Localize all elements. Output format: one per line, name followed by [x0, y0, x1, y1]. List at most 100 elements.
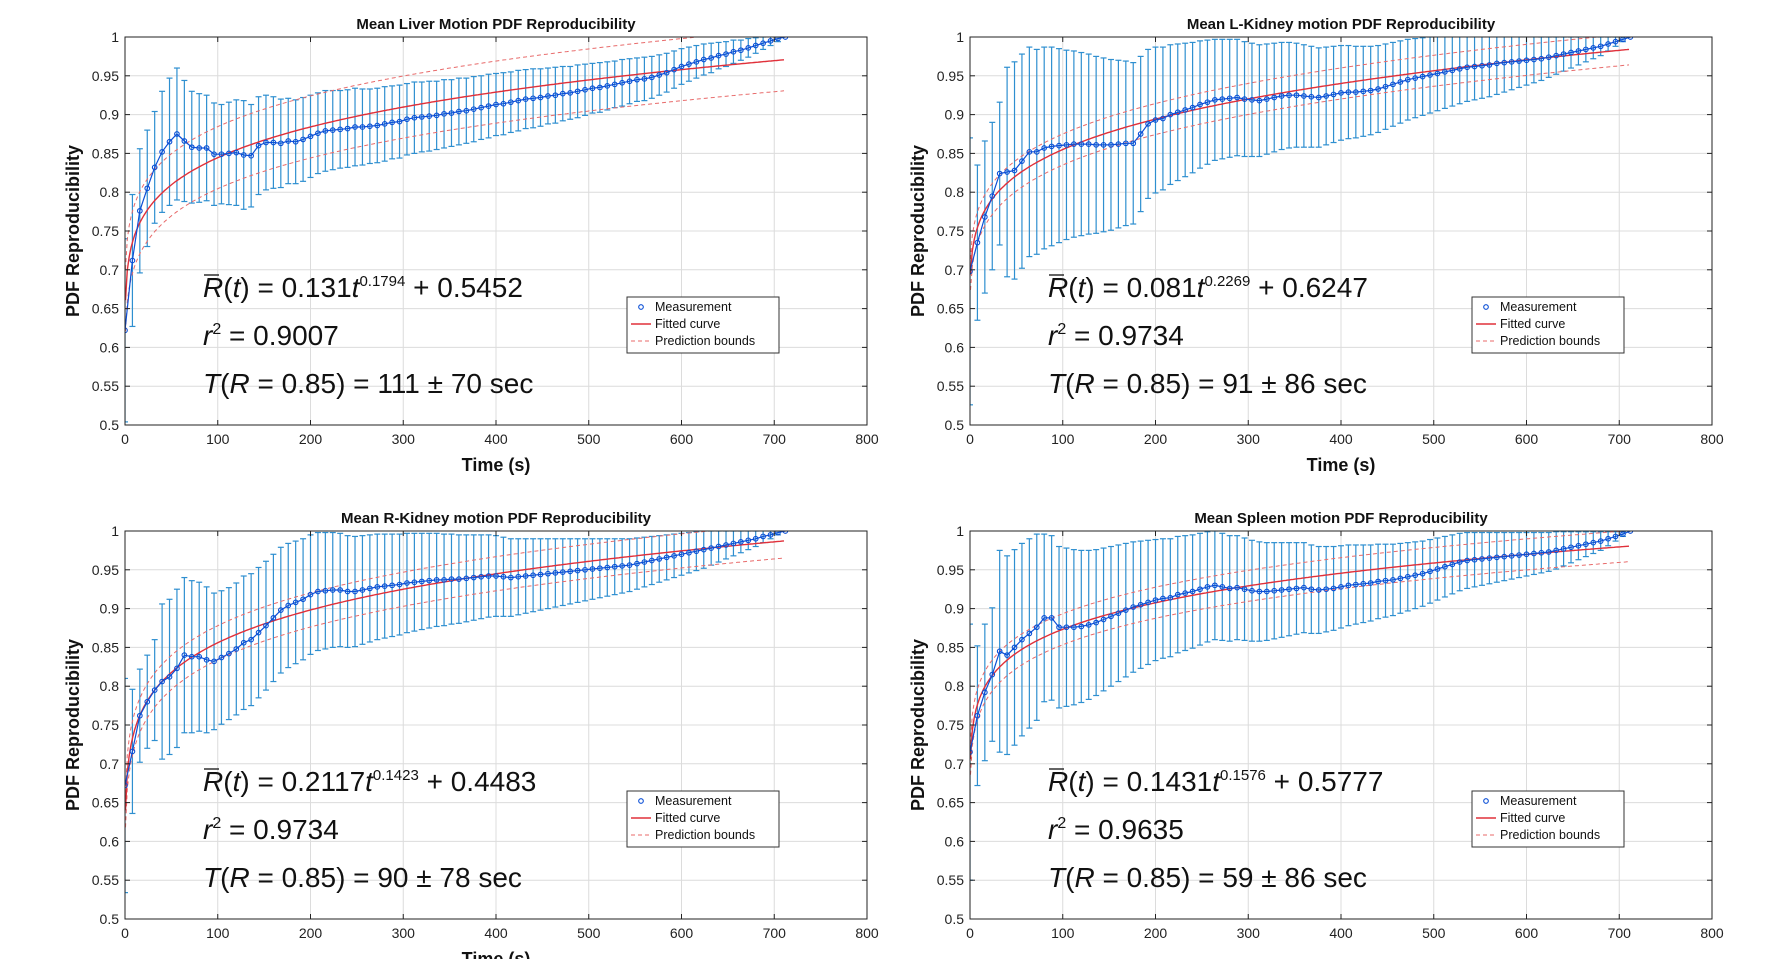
measurement-point: [151, 164, 158, 171]
measurement-point: [329, 587, 336, 593]
x-tick-label: 100: [1051, 431, 1075, 447]
legend-entry: Measurement: [655, 300, 732, 314]
measurement-point: [1167, 111, 1174, 118]
eq-t: t: [365, 766, 374, 797]
measurement-point: [1597, 538, 1604, 544]
eq-T: T: [203, 368, 222, 399]
measurement-point: [337, 126, 344, 133]
eq-t: t: [352, 272, 361, 303]
measurement-point: [1219, 96, 1226, 102]
eq-r-symbol: R: [203, 272, 223, 303]
measurement-point: [1315, 94, 1322, 101]
y-tick-label: 0.65: [937, 301, 964, 317]
measurement-point: [285, 138, 292, 144]
time-to-threshold: T(R = 0.85) = 111 ± 70 sec: [203, 368, 533, 399]
measurement-point: [1501, 59, 1508, 66]
measurement-point: [752, 42, 759, 49]
measurement-point: [456, 576, 462, 582]
measurement-point: [1033, 624, 1040, 631]
measurement-point: [708, 55, 715, 61]
measurement-line: [125, 37, 786, 331]
measurement-point: [352, 124, 358, 130]
measurement-point: [1352, 581, 1359, 588]
y-tick-label: 0.6: [100, 339, 120, 355]
time-to-threshold: T(R = 0.85) = 91 ± 86 sec: [1048, 368, 1367, 399]
measurement-point: [1545, 54, 1552, 61]
eq-plus: +: [419, 766, 451, 797]
chart-panel: 0 100 200 300 400 500 600 700 800 0.5 0.55 0.6 0.65 0…: [63, 510, 879, 959]
measurement-point: [174, 131, 180, 137]
measurement-point: [1174, 109, 1181, 116]
measurement-point: [663, 69, 670, 76]
measurement-point: [686, 61, 692, 68]
prediction-bound-lower: [125, 90, 785, 332]
eq-constant: 0.4483: [451, 766, 537, 797]
measurement-point: [1501, 553, 1508, 560]
measurement-point: [240, 152, 247, 158]
measurement-point: [166, 674, 173, 680]
measurement-point: [263, 622, 269, 629]
measurement-point: [285, 602, 292, 609]
y-tick-label: 0.9: [100, 601, 120, 617]
eq-constant: 0.5777: [1298, 766, 1384, 797]
measurement-point: [1330, 91, 1337, 98]
eq-threshold: = 0.85) =: [1095, 368, 1223, 399]
measurement-point: [1412, 75, 1419, 81]
measurement-point: [981, 689, 988, 696]
measurement-point: [1590, 45, 1597, 51]
measurement-point: [1115, 141, 1122, 147]
legend-entry: Prediction bounds: [655, 828, 755, 842]
measurement-point: [307, 591, 314, 598]
measurement-point: [752, 535, 759, 542]
measurement-point: [1197, 101, 1203, 108]
measurement-point: [1085, 141, 1092, 147]
measurement-point: [1338, 584, 1344, 590]
measurement-point: [1434, 70, 1441, 77]
measurement-point: [1583, 46, 1589, 53]
measurement-point: [1056, 624, 1062, 631]
measurement-point: [166, 138, 173, 145]
measurement-point: [641, 559, 648, 565]
x-tick-label: 600: [670, 431, 694, 447]
measurement-point: [433, 112, 440, 119]
y-tick-label: 0.5: [100, 911, 120, 927]
measurement-point: [463, 107, 470, 114]
measurement-point: [723, 51, 729, 57]
time-uncertainty: 78: [439, 862, 470, 893]
measurement-point: [159, 678, 165, 685]
x-tick-label: 200: [1144, 925, 1168, 941]
measurement-point: [1612, 533, 1619, 540]
measurement-point: [1212, 582, 1218, 589]
prediction-bound-upper: [125, 531, 714, 794]
measurement-point: [1100, 616, 1107, 623]
plot-content: [970, 531, 1634, 881]
time-uncertainty: 86: [1284, 862, 1315, 893]
measurement-point: [1449, 561, 1456, 568]
measurement-point: [493, 101, 499, 108]
legend-entry: Fitted curve: [655, 811, 720, 825]
measurement-point: [663, 554, 670, 561]
measurement-point: [700, 546, 707, 553]
measurement-point: [1063, 142, 1070, 148]
measurement-point: [1071, 624, 1077, 631]
eq-paren: (: [1068, 766, 1078, 797]
eq-unit: sec: [471, 862, 522, 893]
y-tick-label: 0.65: [92, 301, 119, 317]
eq-threshold: = 0.85) =: [250, 368, 378, 399]
measurement-point: [463, 575, 470, 582]
measurement-point: [1538, 55, 1545, 62]
x-tick-label: 700: [1608, 431, 1632, 447]
r-squared-value: 0.9635: [1098, 814, 1184, 845]
measurement-point: [1523, 57, 1530, 64]
y-tick-label: 0.7: [100, 262, 120, 278]
y-tick-label: 0.75: [92, 717, 119, 733]
eq-R: R: [1074, 368, 1094, 399]
chart-panel: 0 100 200 300 400 500 600 700 800 0.5 0.55 0.6 0.65 0…: [908, 510, 1724, 941]
measurement-point: [700, 56, 707, 63]
measurement-point: [1531, 56, 1537, 63]
measurement-point: [1152, 597, 1159, 603]
eq-paren: (: [1065, 862, 1075, 893]
measurement-point: [1375, 86, 1381, 92]
eq-t: t: [233, 766, 242, 797]
measurement-point: [1486, 62, 1493, 68]
